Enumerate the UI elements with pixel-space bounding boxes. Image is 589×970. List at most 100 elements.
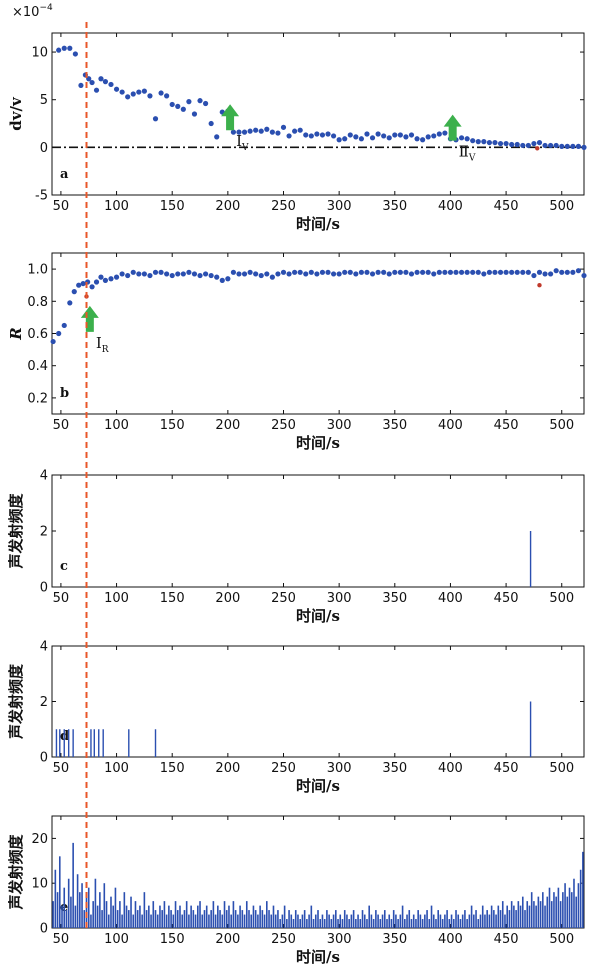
- data-point: [89, 284, 95, 290]
- y-axis-label: 声发射频度: [7, 493, 25, 570]
- bar: [154, 729, 157, 757]
- panel-letter: b: [60, 386, 69, 401]
- x-axis-label: 时间/s: [296, 777, 340, 795]
- data-point: [130, 269, 136, 275]
- data-point: [241, 271, 248, 277]
- bar: [221, 914, 224, 928]
- bar: [99, 892, 101, 928]
- data-point: [225, 276, 231, 282]
- bar: [263, 914, 266, 928]
- data-point: [186, 99, 192, 105]
- data-point: [581, 144, 587, 150]
- bar: [55, 729, 58, 757]
- bar: [102, 729, 104, 757]
- bar: [319, 919, 322, 928]
- data-point: [581, 272, 587, 279]
- data-point: [202, 100, 209, 107]
- data-point: [93, 279, 100, 285]
- data-point: [98, 274, 104, 280]
- bar: [208, 914, 210, 928]
- bar: [90, 729, 92, 757]
- bar: [390, 919, 393, 928]
- bar: [410, 919, 413, 928]
- bar: [266, 901, 268, 928]
- data-point: [269, 274, 275, 280]
- data-point: [408, 271, 415, 277]
- bar: [288, 910, 290, 928]
- data-point: [364, 269, 370, 275]
- bar: [408, 910, 411, 928]
- annotation-text: I: [236, 132, 242, 150]
- annotation-label: IV: [236, 132, 249, 153]
- data-point: [414, 136, 420, 142]
- data-point: [525, 269, 531, 275]
- data-point: [292, 269, 298, 275]
- bar: [114, 887, 117, 928]
- bar: [535, 905, 537, 928]
- bar: [301, 914, 304, 928]
- x-tick-label: 250: [271, 932, 296, 947]
- x-tick-label: 300: [327, 418, 352, 433]
- data-point: [330, 133, 337, 139]
- data-point: [275, 271, 281, 277]
- bar: [497, 905, 500, 928]
- x-tick-label: 400: [438, 761, 463, 776]
- bar: [145, 910, 148, 928]
- bar: [486, 910, 488, 928]
- data-point: [481, 139, 487, 145]
- y-tick-label: 10: [31, 877, 48, 892]
- data-point: [241, 129, 248, 135]
- bar: [87, 887, 90, 928]
- bar: [533, 901, 535, 928]
- data-point: [164, 271, 170, 277]
- data-point: [342, 269, 348, 275]
- annotation-arrow: [80, 305, 99, 332]
- bar: [54, 869, 57, 928]
- x-tick-label: 150: [160, 761, 185, 776]
- bar: [270, 914, 273, 928]
- bar: [529, 531, 532, 587]
- data-point: [492, 269, 498, 275]
- annotation-label: IR: [96, 334, 109, 355]
- annotation-arrow: [221, 104, 240, 131]
- bar: [67, 729, 70, 757]
- bar: [428, 919, 431, 928]
- bar: [212, 901, 215, 928]
- data-point: [358, 136, 365, 142]
- y-tick-label: 0.8: [27, 295, 48, 310]
- bar: [192, 910, 195, 928]
- bar: [196, 905, 199, 928]
- bar: [277, 910, 279, 928]
- x-tick-label: 250: [271, 761, 296, 776]
- bar: [65, 910, 68, 928]
- x-tick-label: 350: [382, 418, 407, 433]
- y-exponent-base: ×10: [12, 5, 39, 20]
- data-point: [314, 131, 320, 137]
- bar: [168, 905, 170, 928]
- x-tick-label: 200: [215, 761, 240, 776]
- bar: [557, 887, 560, 928]
- bar: [136, 910, 139, 928]
- plot-frame: [51, 32, 585, 196]
- data-point: [76, 282, 82, 288]
- data-point: [230, 129, 237, 135]
- bar: [225, 910, 228, 928]
- bar: [452, 919, 455, 928]
- bar: [190, 905, 192, 928]
- data-point: [458, 135, 465, 141]
- bar: [127, 910, 130, 928]
- y-tick-label: 2: [40, 695, 48, 710]
- bar: [444, 914, 446, 928]
- data-point: [280, 269, 287, 275]
- bar: [430, 905, 433, 928]
- bar: [188, 914, 190, 928]
- bar: [107, 914, 110, 928]
- data-point: [464, 269, 470, 275]
- bar: [348, 919, 350, 928]
- x-tick-label: 300: [327, 932, 352, 947]
- bar: [459, 919, 462, 928]
- data-point: [509, 141, 515, 148]
- x-tick-label: 500: [549, 761, 574, 776]
- bar: [294, 910, 297, 928]
